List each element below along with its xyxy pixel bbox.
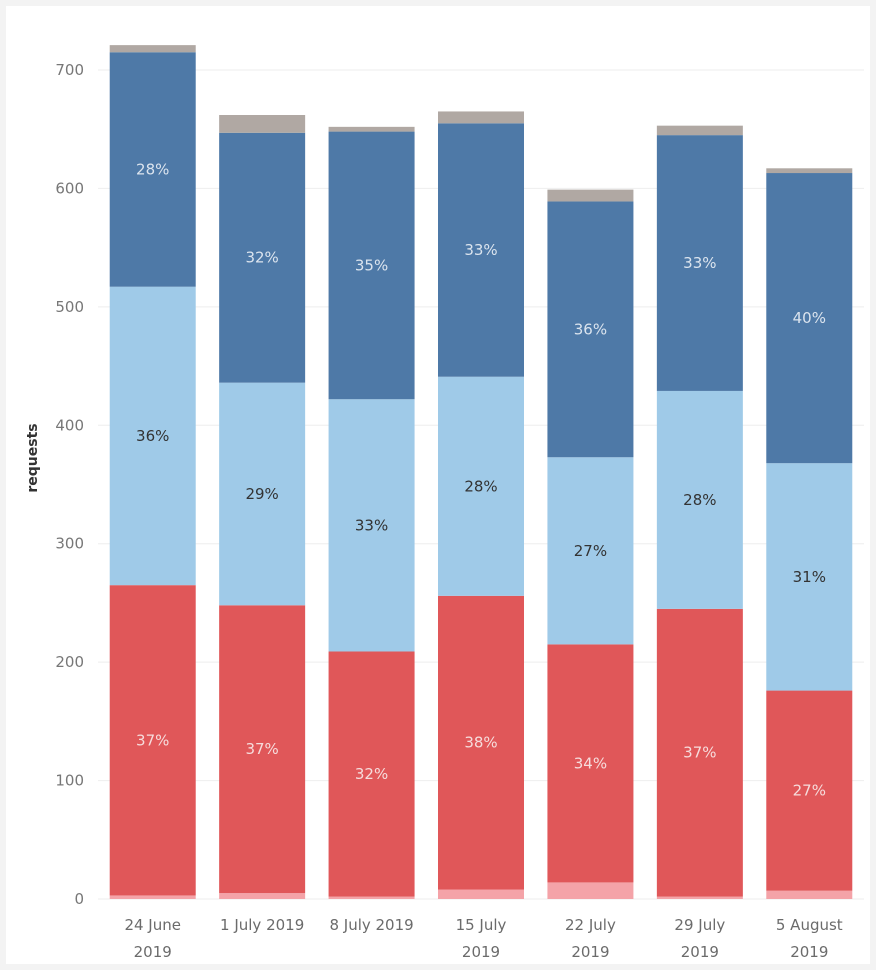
bar-segment <box>766 690 853 891</box>
bar-segment-label: 36% <box>136 427 169 445</box>
x-tick-label: 22 July <box>565 916 616 934</box>
x-tick-label: 2019 <box>462 943 500 961</box>
x-axis-ticks: 24 June 2019 1 July 2019 8 July 2019 15 July… <box>124 916 842 961</box>
bars <box>109 45 853 899</box>
bar-segment <box>547 882 634 899</box>
bar-segment <box>109 585 196 896</box>
bar-segment <box>219 893 306 899</box>
bar-segment <box>328 896 415 899</box>
bar-segment <box>109 52 196 287</box>
stacked-bar-chart: 0 100 200 300 400 500 600 700 37% 36% 28% 37% 29% 32… <box>25 45 864 961</box>
bar-segment <box>547 457 634 645</box>
bar-segment <box>547 644 634 883</box>
bar-segment <box>766 168 853 174</box>
x-tick-label: 2019 <box>790 943 828 961</box>
bar-segment <box>219 605 306 894</box>
bar-segment-label: 35% <box>355 256 388 274</box>
bar-segment-label: 33% <box>355 516 388 534</box>
bar-segment <box>328 126 415 132</box>
segment-labels: 37% 36% 28% 37% 29% 32% 32% 33% 35% 38% 28% 33% 34% 2… <box>136 160 826 799</box>
y-tick-label: 600 <box>55 179 84 197</box>
x-tick-label: 2019 <box>134 943 172 961</box>
bar-segment <box>547 201 634 458</box>
y-tick-label: 700 <box>55 61 84 79</box>
bar-segment-label: 28% <box>136 160 169 178</box>
bar-segment <box>109 286 196 586</box>
bar-segment-label: 29% <box>245 485 278 503</box>
x-tick-label: 24 June <box>124 916 181 934</box>
bar-segment-label: 40% <box>793 309 826 327</box>
x-tick-label: 5 August <box>776 916 843 934</box>
bar-segment <box>438 889 524 899</box>
bar-segment <box>656 390 743 609</box>
bar-segment <box>219 382 306 606</box>
bar-segment <box>219 132 306 383</box>
y-axis-ticks: 0 100 200 300 400 500 600 700 <box>55 61 84 908</box>
y-tick-label: 300 <box>55 535 84 553</box>
chart-panel: 0 100 200 300 400 500 600 700 37% 36% 28% 37% 29% 32… <box>6 6 870 964</box>
x-tick-label: 2019 <box>681 943 719 961</box>
bar-segment <box>656 896 743 899</box>
bar-segment <box>438 376 524 596</box>
bar-segment <box>766 173 853 464</box>
bar-segment <box>328 131 415 400</box>
x-tick-label: 29 July <box>674 916 725 934</box>
bar-segment-label: 34% <box>574 754 607 772</box>
bar-segment <box>766 463 853 691</box>
bar-segment-label: 31% <box>793 568 826 586</box>
bar-segment-label: 28% <box>464 477 497 495</box>
y-tick-label: 100 <box>55 772 84 790</box>
bar-segment-label: 37% <box>245 740 278 758</box>
bar-segment-label: 27% <box>574 542 607 560</box>
bar-segment-label: 37% <box>136 731 169 749</box>
bar-segment <box>547 189 634 202</box>
bar-segment-label: 36% <box>574 320 607 338</box>
bar-segment-label: 33% <box>683 254 716 272</box>
x-tick-label: 15 July <box>456 916 507 934</box>
bar-segment-label: 32% <box>355 765 388 783</box>
bar-segment <box>656 135 743 391</box>
x-tick-label: 1 July 2019 <box>220 916 304 934</box>
bar-segment-label: 37% <box>683 744 716 762</box>
bar-segment-label: 32% <box>245 249 278 267</box>
bar-segment <box>656 608 743 897</box>
y-tick-label: 400 <box>55 416 84 434</box>
bar-segment <box>328 399 415 652</box>
bar-segment <box>438 595 524 890</box>
y-tick-label: 0 <box>74 890 84 908</box>
y-tick-label: 500 <box>55 298 84 316</box>
bar-segment <box>766 890 853 899</box>
bar-segment <box>109 45 196 53</box>
y-tick-label: 200 <box>55 653 84 671</box>
bar-segment-label: 27% <box>793 782 826 800</box>
bar-segment <box>109 895 196 899</box>
bar-segment <box>328 651 415 897</box>
bar-segment-label: 33% <box>464 241 497 259</box>
bar-segment <box>438 123 524 377</box>
bar-segment-label: 38% <box>464 734 497 752</box>
bar-segment-label: 28% <box>683 491 716 509</box>
y-axis-title: requests <box>25 423 41 492</box>
bar-segment <box>438 111 524 124</box>
bar-segment <box>656 125 743 136</box>
x-tick-label: 8 July 2019 <box>329 916 413 934</box>
x-tick-label: 2019 <box>571 943 609 961</box>
bar-segment <box>219 115 306 133</box>
